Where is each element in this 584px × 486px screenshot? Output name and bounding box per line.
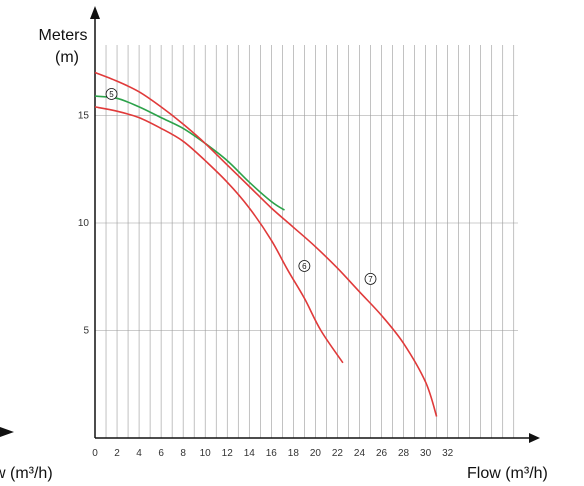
- x-tick-label: 10: [200, 448, 212, 459]
- x-tick-label: 22: [332, 448, 344, 459]
- grid: [95, 45, 518, 438]
- curve-marker-circle: [364, 272, 377, 285]
- x-tick-label: 32: [442, 448, 454, 459]
- curve-marker-label: 5: [109, 90, 114, 99]
- curve-marker-label: 7: [368, 275, 373, 284]
- x-tick-label: 12: [222, 448, 234, 459]
- clipped-axis-arrow-icon: [0, 427, 14, 437]
- curve-7: [94, 71, 438, 417]
- x-tick-label: 26: [376, 448, 388, 459]
- x-tick-label: 20: [310, 448, 322, 459]
- y-tick-label: 10: [78, 218, 90, 229]
- curve-marker-5: 5: [105, 88, 118, 100]
- y-tick-label: 15: [78, 111, 90, 122]
- x-tick-label: 4: [136, 448, 142, 459]
- x-tick-label: 16: [266, 448, 278, 459]
- curve-marker-label: 6: [302, 262, 307, 271]
- x-axis-title: Flow (m³/h): [467, 465, 548, 482]
- x-tick-label: 14: [244, 448, 256, 459]
- x-tick-label: 6: [158, 448, 164, 459]
- y-axis-title-line2: (m): [55, 49, 79, 66]
- x-axis-title-clipped: w (m³/h): [0, 465, 53, 482]
- x-tick-label: 18: [288, 448, 300, 459]
- y-axis-arrow-icon: [90, 6, 100, 19]
- y-tick-label: 5: [83, 326, 89, 337]
- x-tick-label: 28: [398, 448, 410, 459]
- axes: [0, 6, 540, 443]
- curve-marker-7: 7: [364, 272, 377, 285]
- curve-6: [94, 95, 285, 211]
- x-tick-label: 0: [92, 448, 98, 459]
- curve-5: [94, 106, 344, 364]
- x-axis-arrow-icon: [529, 433, 540, 443]
- curve-marker-6: 6: [298, 260, 311, 272]
- x-tick-label: 2: [114, 448, 120, 459]
- curve-marker-circle: [105, 88, 118, 100]
- x-tick-label: 30: [420, 448, 432, 459]
- curves: [94, 71, 438, 417]
- x-tick-label: 8: [180, 448, 186, 459]
- curve-markers: 5 6 7: [105, 88, 377, 285]
- curve-marker-circle: [298, 260, 311, 272]
- x-tick-label: 24: [354, 448, 366, 459]
- y-axis-title-line1: Meters: [39, 27, 88, 44]
